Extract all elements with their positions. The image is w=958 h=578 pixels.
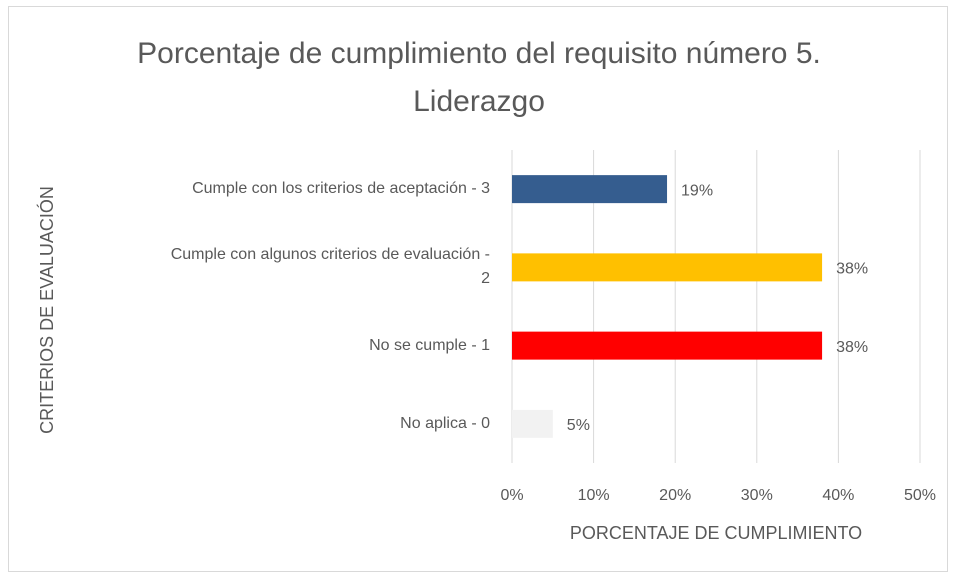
x-tick-label: 0%	[500, 487, 523, 504]
x-tick-label: 10%	[578, 487, 610, 504]
x-tick-label: 20%	[659, 487, 691, 504]
y-tick-label: Cumple con los criterios de aceptación -…	[192, 180, 490, 198]
data-label: 5%	[567, 417, 590, 434]
chart-border	[8, 6, 948, 572]
bar	[512, 331, 823, 360]
x-tick-label: 30%	[741, 487, 773, 504]
x-tick-label: 40%	[822, 487, 854, 504]
y-tick-label: No aplica - 0	[400, 414, 490, 432]
y-tick-label: No se cumple - 1	[369, 336, 490, 354]
bar	[512, 409, 553, 438]
data-label: 38%	[836, 339, 868, 356]
data-label: 38%	[836, 261, 868, 278]
y-tick-label: Cumple con algunos criterios de evaluaci…	[170, 246, 490, 288]
x-axis-title: PORCENTAJE DE CUMPLIMIENTO	[570, 523, 862, 543]
bar	[512, 175, 668, 204]
y-axis-title: CRITERIOS DE EVALUACIÓN	[36, 186, 57, 434]
bar	[512, 253, 823, 282]
x-tick-label: 50%	[904, 487, 936, 504]
chart-title: Porcentaje de cumplimiento del requisito…	[137, 37, 821, 118]
data-label: 19%	[681, 182, 713, 199]
